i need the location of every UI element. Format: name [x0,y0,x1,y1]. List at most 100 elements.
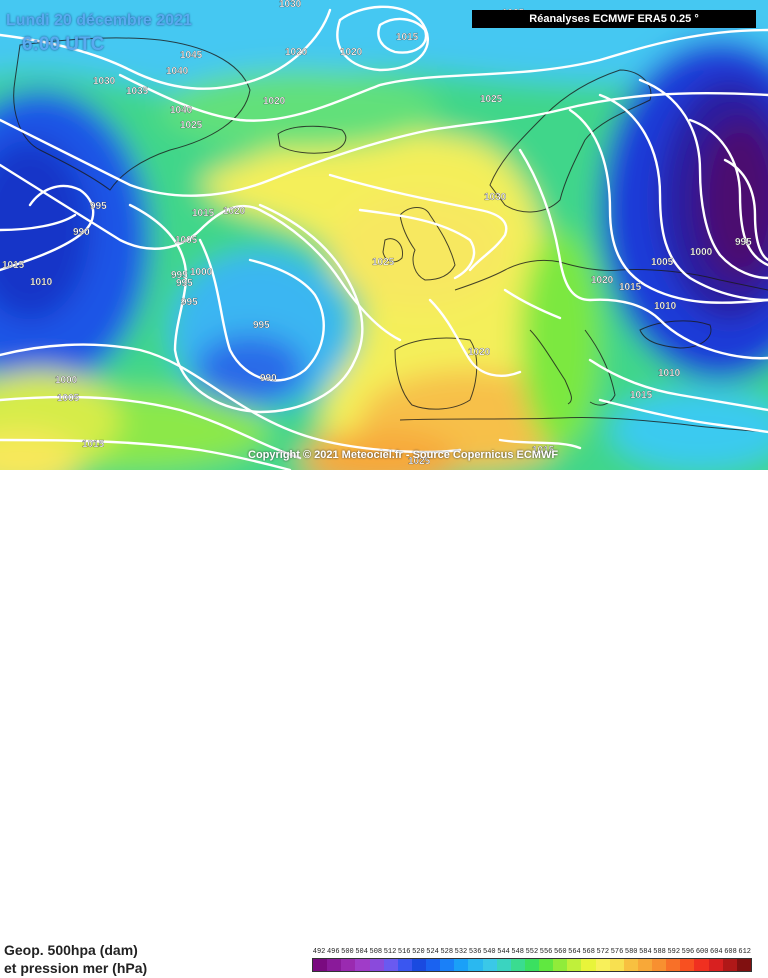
isobar-label: 1025 [480,94,503,105]
scale-color-swatch [708,959,723,971]
scale-color-swatch [468,959,483,971]
isobar-label: 1015 [82,439,105,450]
scale-color-swatch [595,959,610,971]
scale-color-swatch [510,959,525,971]
isobar-labels: 1030 1045 1040 1035 1030 1040 1025 1020 … [2,0,752,467]
scale-color-swatch [722,959,737,971]
scale-color-swatch [313,959,328,971]
scale-tick-label: 492 [312,948,326,956]
isobar-label: 1000 [690,247,713,258]
isobar-label: 995 [181,297,198,308]
isobar-label: 1030 [93,76,116,87]
scale-color-swatch [680,959,695,971]
scale-tick-label: 508 [369,948,383,956]
scale-tick-label: 536 [468,948,482,956]
scale-tick-label: 588 [653,948,666,956]
isobar-label: 1015 [2,260,25,271]
scale-color-swatch [440,959,455,971]
scale-color-swatch [327,959,342,971]
scale-color-swatch [623,959,638,971]
scale-tick-label: 580 [624,948,638,956]
scale-color-swatch [581,959,596,971]
isobar-label: 1005 [651,257,674,268]
isobar-label: 1030 [279,0,302,10]
scale-color-swatch [397,959,412,971]
isobar-label: 1025 [180,120,203,131]
isobar-label: 1025 [372,257,395,268]
isobar-label: 1010 [658,368,681,379]
isobar-label: 1025 [408,456,431,467]
scale-color-swatch [736,959,751,971]
isobar-label: 1005 [57,393,80,404]
isobar-label: 1040 [170,105,193,116]
scale-tick-label: 504 [355,948,368,956]
color-scale-ticks: 492 496 500 504 508 512 516 520 524 528 532 536 540 5… [312,948,752,956]
scale-color-swatch [369,959,384,971]
scale-tick-label: 556 [539,948,553,956]
scale-color-swatch [539,959,554,971]
source-banner: Réanalyses ECMWF ERA5 0.25 ° [472,10,756,28]
isobar-label: 995 [253,320,270,331]
isobar-label: 1020 [223,206,246,217]
isobar-label: 1020 [591,275,614,286]
isobar-label: 1035 [126,86,149,97]
isobar-label: 1045 [180,50,203,61]
isobar-label: 995 [90,201,107,212]
isobar-label: 990 [260,373,277,384]
isobar-label: 1015 [192,208,215,219]
scale-color-swatch [694,959,709,971]
scale-color-swatch [383,959,398,971]
scale-tick-label: 564 [568,948,581,956]
scale-tick-label: 524 [426,948,439,956]
scale-tick-label: 600 [695,948,709,956]
isobar-label: 1020 [285,47,308,58]
scale-color-swatch [341,959,356,971]
isobar-label: 995 [735,237,752,248]
isobar-label: 990 [73,227,90,238]
scale-tick-label: 548 [511,948,525,956]
scale-tick-label: 544 [497,948,510,956]
isobar-label: 995 [176,278,193,289]
color-scale: 492 496 500 504 508 512 516 520 524 528 532 536 540 5… [312,948,752,978]
scale-tick-label: 516 [397,948,411,956]
scale-tick-label: 584 [639,948,652,956]
legend-title-geopotential: Geop. 500hpa (dam) [4,942,138,958]
scale-tick-label: 568 [582,948,595,956]
isobar-label: 1015 [630,390,653,401]
map-time: 6:00 UTC [22,34,105,55]
scale-tick-label: 496 [326,948,340,956]
isobar-label: 1015 [532,445,555,456]
scale-color-swatch [454,959,469,971]
scale-color-swatch [426,959,441,971]
isobar-label: 1020 [468,347,491,358]
copyright-notice: Copyright © 2021 Meteociel.fr - Source C… [248,449,559,461]
scale-tick-label: 532 [454,948,468,956]
isobar-label: 1040 [166,66,189,77]
scale-color-swatch [637,959,652,971]
isobar-label: 1010 [30,277,53,288]
isobar-label: 1030 [484,192,507,203]
scale-tick-label: 604 [710,948,723,956]
scale-tick-label: 540 [483,948,496,956]
scale-tick-label: 500 [341,948,354,956]
isobar-label: 1020 [263,96,286,107]
weather-map: 1030 1045 1040 1035 1030 1040 1025 1020 … [0,0,768,470]
color-scale-bar [312,958,752,972]
scale-tick-label: 576 [610,948,624,956]
scale-tick-label: 608 [724,948,737,956]
isobar-label: 1010 [654,301,677,312]
scale-color-swatch [355,959,370,971]
geopotential-field: 1030 1045 1040 1035 1030 1040 1025 1020 … [0,0,768,470]
scale-color-swatch [666,959,681,971]
scale-tick-label: 520 [412,948,425,956]
legend-title-pressure: et pression mer (hPa) [4,960,148,976]
scale-color-swatch [496,959,511,971]
scale-color-swatch [609,959,624,971]
isobar-label: 1000 [190,267,213,278]
scale-tick-label: 552 [525,948,539,956]
isobar-label: 1000 [55,375,78,386]
scale-color-swatch [553,959,568,971]
scale-color-swatch [567,959,582,971]
scale-color-swatch [652,959,667,971]
isobar-label: 1020 [340,47,363,58]
